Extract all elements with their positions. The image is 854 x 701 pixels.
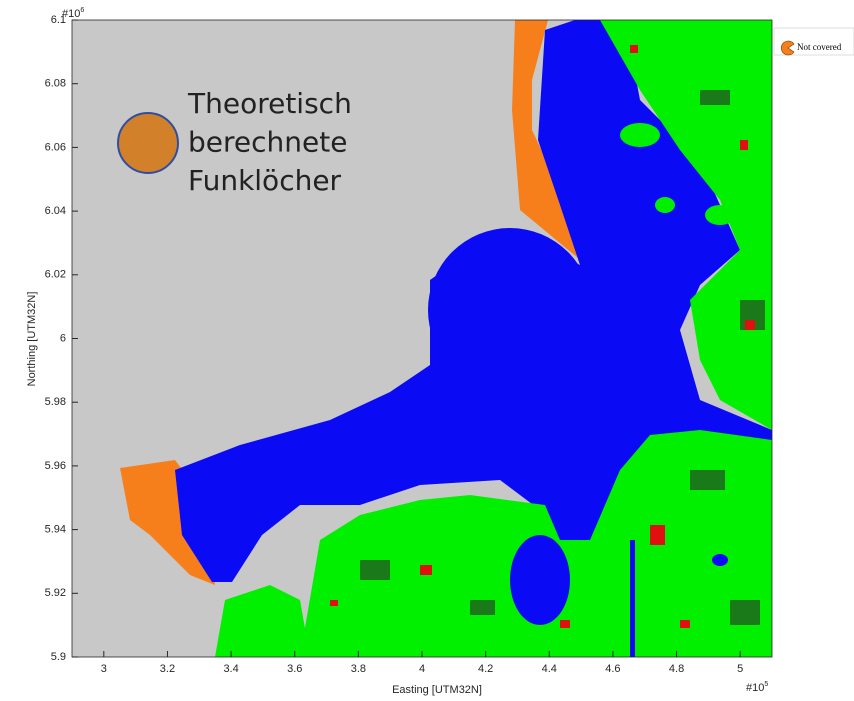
x-tick-label: 4.6 xyxy=(605,663,620,675)
x-exponent: #105 xyxy=(746,681,768,694)
annotation-line: berechnete xyxy=(188,126,347,159)
x-tick-label: 3.4 xyxy=(223,663,238,675)
y-tick-label: 5.9 xyxy=(51,651,66,663)
x-tick-label: 4.2 xyxy=(478,663,493,675)
y-tick-label: 6.04 xyxy=(45,205,66,217)
figure: #10 6 #105 Easting [UTM32N] Northing [UTM… xyxy=(0,0,854,701)
x-tick-label: 4.8 xyxy=(669,663,684,675)
map-layer xyxy=(72,20,772,657)
y-tick-label: 6.06 xyxy=(45,141,66,153)
y-tick-label: 5.98 xyxy=(45,396,66,408)
y-tick-label: 5.92 xyxy=(45,587,66,599)
y-tick-label: 6.08 xyxy=(45,78,66,90)
x-exponent-base: #10 xyxy=(746,682,764,694)
x-tick-label: 3.6 xyxy=(287,663,302,675)
y-tick-label: 5.96 xyxy=(45,460,66,472)
annotation: Theoretisch berechnete Funklöcher xyxy=(187,87,352,197)
y-tick-label: 6.1 xyxy=(51,14,66,26)
legend-label: Not covered xyxy=(797,42,842,52)
y-tick-label: 5.94 xyxy=(45,524,66,536)
x-tick-label: 3.8 xyxy=(351,663,366,675)
x-tick-label: 4.4 xyxy=(542,663,557,675)
y-axis-label: Northing [UTM32N] xyxy=(26,292,38,387)
y-exponent-power: 6 xyxy=(80,7,84,14)
x-axis-label: Easting [UTM32N] xyxy=(392,684,482,696)
x-tick-label: 3.2 xyxy=(160,663,175,675)
annotation-marker xyxy=(118,113,178,173)
annotation-line: Theoretisch xyxy=(187,87,352,120)
y-tick-label: 6.02 xyxy=(45,269,66,281)
x-tick-label: 5 xyxy=(737,663,743,675)
x-exponent-power: 5 xyxy=(764,681,768,688)
y-tick-label: 6 xyxy=(60,332,66,344)
annotation-line: Funklöcher xyxy=(188,164,342,197)
x-tick-label: 4 xyxy=(419,663,425,675)
x-tick-label: 3 xyxy=(101,663,107,675)
